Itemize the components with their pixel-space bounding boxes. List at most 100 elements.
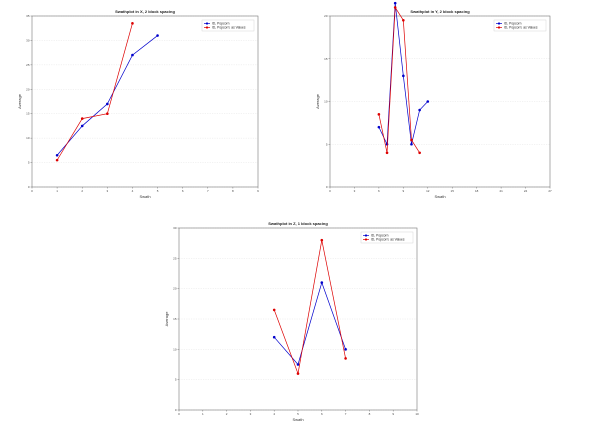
x-tick-label: 15 bbox=[451, 189, 455, 193]
y-tick-label: 5 bbox=[28, 161, 30, 165]
data-point-0 bbox=[418, 108, 421, 112]
y-tick-label: 30 bbox=[26, 38, 30, 42]
legend-label-0: ID, Popcorn bbox=[504, 22, 522, 26]
series-line-0 bbox=[56, 35, 158, 156]
data-point-1 bbox=[418, 151, 421, 155]
data-point-0 bbox=[402, 74, 405, 78]
chart-title: Swathplot in X, 2 block spacing bbox=[115, 9, 175, 14]
x-tick-label: 21 bbox=[499, 189, 503, 193]
legend-marker-1 bbox=[364, 238, 368, 241]
x-tick-label: 9 bbox=[392, 412, 394, 416]
x-tick-label: 4 bbox=[273, 412, 275, 416]
legend-label-1: ID, Popcorn: as Values bbox=[504, 26, 538, 30]
x-tick-label: 8 bbox=[232, 189, 234, 193]
y-axis-label: Average bbox=[315, 93, 320, 109]
legend-marker-1 bbox=[205, 26, 209, 29]
data-point-0 bbox=[377, 125, 381, 129]
y-tick-label: 5 bbox=[326, 142, 328, 146]
legend-box bbox=[360, 231, 414, 244]
series-line-1 bbox=[378, 6, 420, 153]
y-tick-label: 10 bbox=[26, 136, 30, 140]
series-line-1 bbox=[273, 240, 346, 375]
x-tick-label: 3 bbox=[354, 189, 356, 193]
y-tick-label: 15 bbox=[26, 112, 30, 116]
y-tick-label: 35 bbox=[26, 14, 30, 18]
data-point-0 bbox=[80, 124, 84, 128]
x-tick-label: 6 bbox=[378, 189, 380, 193]
data-point-1 bbox=[55, 158, 59, 162]
data-point-1 bbox=[402, 18, 405, 22]
x-tick-label: 4 bbox=[132, 189, 134, 193]
data-point-1 bbox=[131, 22, 134, 25]
data-point-0 bbox=[131, 53, 134, 57]
chart-y: Swathplot in Y, 2 block spacing 0 3 6 9 12 15 1… bbox=[315, 1, 552, 199]
x-tick-label: 18 bbox=[475, 189, 479, 193]
data-point-0 bbox=[393, 1, 397, 5]
data-point-0 bbox=[320, 281, 324, 284]
y-tick-label: 20 bbox=[26, 87, 30, 91]
y-tick-label: 0 bbox=[326, 185, 328, 189]
legend-marker-0 bbox=[205, 22, 209, 25]
x-axis-label: Swath bbox=[292, 417, 303, 422]
x-tick-label: 0 bbox=[329, 189, 331, 193]
x-tick-label: 6 bbox=[321, 412, 323, 416]
chart-title: Swathplot in Z, 1 block spacing bbox=[268, 221, 328, 226]
y-tick-label: 20 bbox=[173, 287, 177, 291]
data-point-1 bbox=[410, 138, 413, 142]
data-point-0 bbox=[296, 363, 300, 366]
chart-panel-x: Swathplot in X, 2 block spacing 0 1 2 3 4 5 6 7 8… bbox=[14, 6, 264, 206]
x-tick-label: 2 bbox=[226, 412, 228, 416]
data-point-0 bbox=[426, 100, 430, 103]
plot-frame bbox=[31, 15, 259, 188]
x-axis-label: Swath bbox=[139, 194, 150, 199]
x-tick-label: 7 bbox=[345, 412, 347, 416]
legend-label-0: ID, Popcorn bbox=[212, 22, 230, 26]
x-tick-label: 5 bbox=[157, 189, 159, 193]
legend-box bbox=[493, 19, 547, 32]
legend-label-0: ID, Popcorn bbox=[371, 234, 389, 238]
data-point-1 bbox=[80, 117, 84, 120]
data-point-1 bbox=[344, 357, 347, 360]
data-point-1 bbox=[385, 151, 389, 155]
legend-marker-1 bbox=[497, 26, 501, 29]
y-tick-label: 10 bbox=[324, 100, 328, 104]
legend-label-1: ID, Popcorn: as Values bbox=[371, 238, 405, 242]
data-point-1 bbox=[106, 112, 109, 116]
series-line-1 bbox=[56, 23, 133, 161]
chart-x: Swathplot in X, 2 block spacing 0 1 2 3 4 5 6 7 8… bbox=[17, 9, 259, 199]
legend-box bbox=[201, 19, 255, 32]
chart-title: Swathplot in Y, 2 block spacing bbox=[410, 9, 470, 14]
x-tick-label: 6 bbox=[182, 189, 184, 193]
y-axis-label: Average bbox=[17, 93, 22, 109]
data-point-0 bbox=[156, 34, 159, 37]
x-tick-label: 0 bbox=[178, 412, 180, 416]
chart-panel-y: Swathplot in Y, 2 block spacing 0 3 6 9 12 15 1… bbox=[300, 1, 555, 206]
y-tick-label: 20 bbox=[324, 14, 328, 18]
x-tick-label: 12 bbox=[426, 189, 430, 193]
x-tick-label: 1 bbox=[202, 412, 204, 416]
data-point-0 bbox=[385, 142, 389, 146]
data-point-1 bbox=[272, 308, 276, 312]
plot-frame bbox=[329, 15, 551, 188]
chart-panel-z: Swathplot in Z, 1 block spacing 0 1 2 3 4 5 6 7 8… bbox=[156, 218, 431, 423]
chart-z: Swathplot in Z, 1 block spacing 0 1 2 3 4 5 6 7 8… bbox=[164, 221, 419, 422]
x-tick-label: 24 bbox=[524, 189, 528, 193]
x-tick-label: 2 bbox=[81, 189, 83, 193]
series-line-0 bbox=[273, 281, 346, 366]
y-tick-label: 10 bbox=[173, 347, 177, 351]
x-axis-label: Swath bbox=[434, 194, 445, 199]
data-point-0 bbox=[55, 153, 59, 157]
data-point-0 bbox=[410, 142, 413, 146]
x-tick-label: 1 bbox=[56, 189, 58, 193]
y-tick-label: 15 bbox=[173, 317, 177, 321]
legend-marker-0 bbox=[364, 234, 368, 237]
y-tick-label: 25 bbox=[26, 63, 30, 67]
y-tick-label: 0 bbox=[175, 408, 177, 412]
legend-label-1: ID, Popcorn: as Values bbox=[212, 26, 246, 30]
data-point-0 bbox=[272, 335, 276, 339]
data-point-1 bbox=[320, 238, 324, 242]
x-tick-label: 0 bbox=[31, 189, 33, 193]
data-point-1 bbox=[377, 113, 381, 116]
x-tick-label: 5 bbox=[297, 412, 299, 416]
data-point-0 bbox=[344, 348, 347, 351]
